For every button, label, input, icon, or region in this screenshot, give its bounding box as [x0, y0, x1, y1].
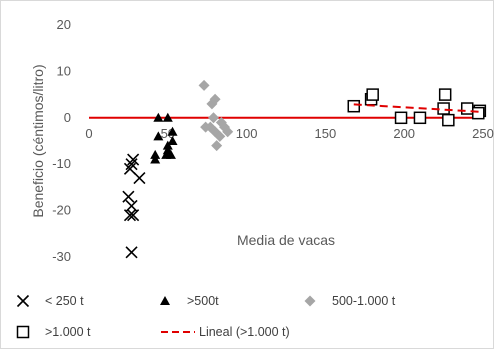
diamond-marker-point — [214, 130, 226, 142]
legend-key-square — [16, 325, 30, 339]
y-tick-label: 20 — [57, 17, 71, 32]
legend-key-triangle — [160, 296, 170, 305]
legend-label: Lineal (>1.000 t) — [199, 325, 290, 339]
y-axis-title: Beneficio (céntimos/litro) — [30, 64, 46, 217]
diamond-marker-point — [211, 140, 223, 152]
square-marker-point — [472, 106, 485, 120]
data-points — [122, 79, 487, 259]
triangle-marker-point — [150, 154, 161, 164]
square-marker-point — [437, 102, 450, 115]
square-marker-point — [394, 111, 408, 125]
legend-key-x — [16, 294, 30, 308]
square-marker-point — [413, 111, 427, 125]
x-marker-point — [123, 162, 137, 175]
square-marker-point — [438, 88, 452, 101]
x-tick-label: 250 — [472, 126, 494, 141]
triangle-marker-point — [167, 136, 178, 145]
y-tick-label: -10 — [52, 156, 71, 171]
diamond-marker-point — [200, 121, 212, 133]
triangle-marker-point — [153, 131, 164, 141]
x-axis-title: Media de vacas — [237, 232, 335, 248]
y-tick-label: 0 — [64, 110, 71, 125]
x-tick-label: 0 — [85, 126, 92, 141]
legend-label: 500-1.000 t — [332, 294, 396, 308]
x-tick-label: 100 — [236, 126, 258, 141]
x-marker-point — [125, 246, 138, 259]
diamond-marker-point — [209, 93, 221, 105]
x-marker-point — [123, 209, 137, 222]
square-marker-point — [442, 113, 455, 127]
triangle-marker-point — [162, 112, 173, 122]
triangle-marker-point — [162, 140, 173, 150]
legend-label: >1.000 t — [45, 325, 91, 339]
square-marker-point — [366, 88, 379, 101]
trendline — [353, 103, 480, 113]
triangle-marker-point — [165, 149, 176, 159]
x-marker-point — [127, 209, 140, 222]
square-marker-point — [460, 102, 474, 115]
y-tick-label: -20 — [52, 203, 71, 218]
square-marker-point — [347, 99, 361, 113]
y-tick-label: 10 — [57, 63, 71, 78]
triangle-marker-point — [150, 149, 161, 159]
legend-label: < 250 t — [45, 294, 84, 308]
x-tick-label: 150 — [315, 126, 337, 141]
diamond-marker-point — [222, 126, 234, 138]
legend-key-diamond — [304, 295, 316, 307]
y-tick-label: -30 — [52, 249, 71, 264]
x-tick-label: 200 — [393, 126, 415, 141]
diamond-marker-point — [208, 112, 220, 124]
legend-label: >500t — [187, 294, 219, 308]
legend: < 250 t >500t 500-1.000 t >1.000 t Lineal (>… — [16, 294, 396, 339]
x-marker-point — [122, 190, 135, 203]
triangle-marker-point — [153, 112, 164, 122]
diamond-marker-point — [198, 79, 210, 91]
triangle-marker-point — [167, 126, 178, 136]
x-marker-point — [133, 172, 146, 185]
